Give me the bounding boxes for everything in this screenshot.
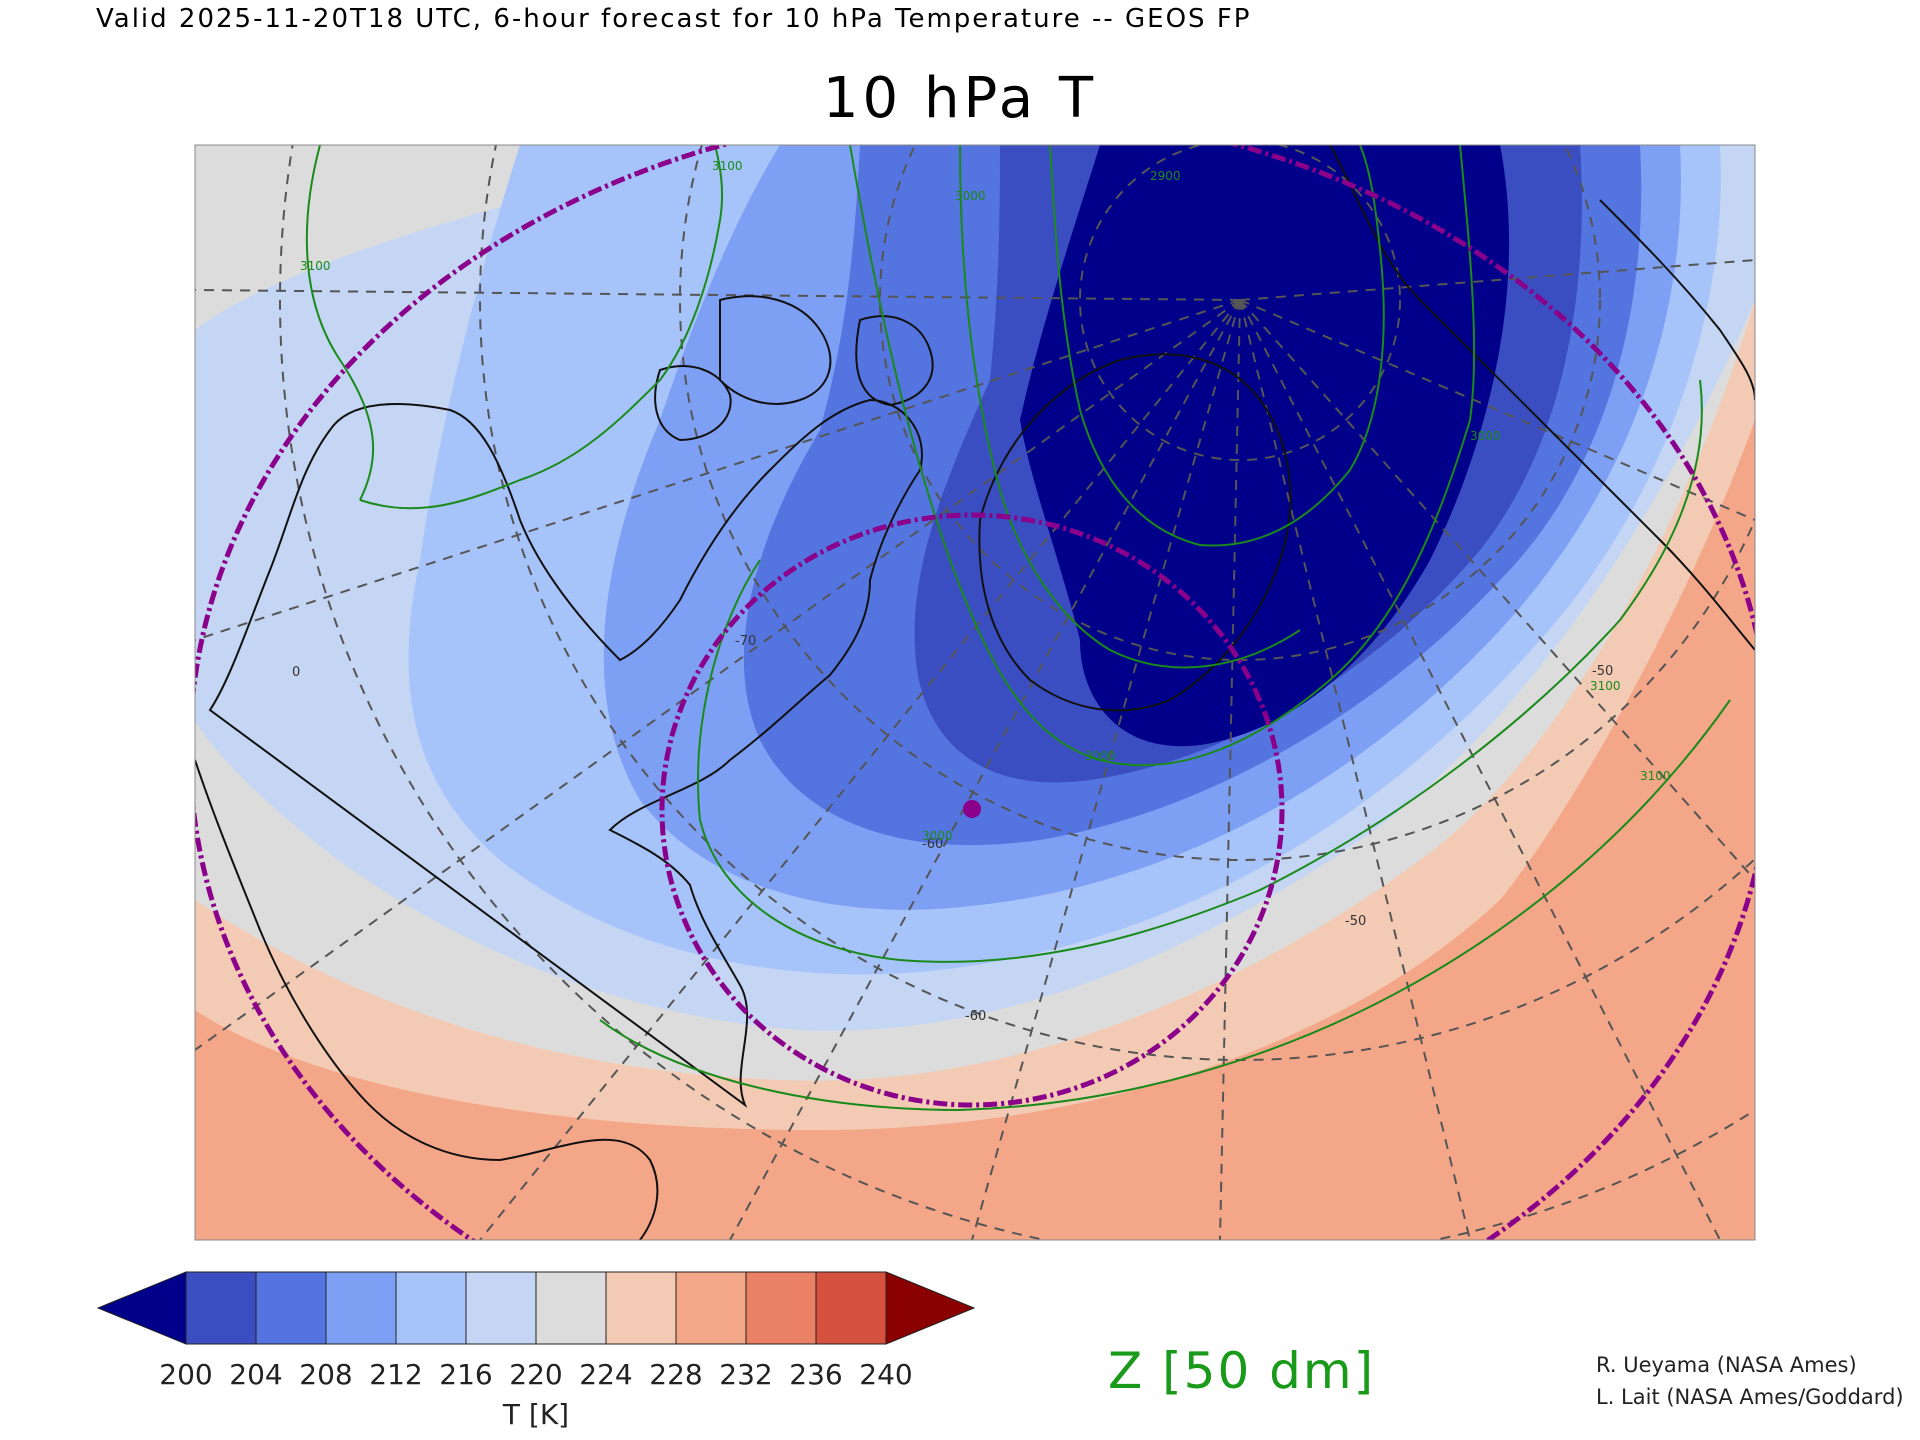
baffin-islands [654, 295, 934, 442]
colorbar [96, 1271, 976, 1345]
colorbar-tick-label: 220 [509, 1358, 563, 1391]
latitude-circle [279, 145, 1755, 1240]
colorbar-tick-label: 212 [369, 1358, 423, 1391]
vortex-center-marker [963, 800, 981, 818]
contour-label: 3100 [1640, 769, 1671, 783]
colorbar-tick-label: 200 [159, 1358, 213, 1391]
meridian-line [729, 299, 1241, 1240]
colorbar-bin [255, 1271, 327, 1345]
meridian-line [1239, 259, 1755, 301]
colorbar-tick-label: 216 [439, 1358, 493, 1391]
colorbar-bin [815, 1271, 887, 1345]
contour-label: 3100 [1590, 679, 1621, 693]
colorbar-tick-label: 236 [789, 1358, 843, 1391]
eurasia-coastline [1329, 145, 1755, 651]
meridian-label: 0 [292, 665, 300, 680]
colorbar-bin [745, 1271, 817, 1345]
meridian-line [195, 299, 1241, 1051]
meridian-label: -50 [1592, 664, 1613, 679]
header-text: Valid 2025-11-20T18 UTC, 6-hour forecast… [96, 4, 1252, 34]
colorbar-over-triangle [885, 1271, 976, 1345]
colorbar-tick-label: 208 [299, 1358, 353, 1391]
vortex-edge-inner [659, 512, 1285, 1108]
map-frame [194, 144, 1756, 1241]
contour-legend-label: Z [50 dm] [1108, 1342, 1376, 1400]
colorbar-bin [325, 1271, 397, 1345]
meridian-line [1219, 299, 1241, 1240]
height-contours [305, 145, 1731, 1112]
contour-label: 3100 [712, 159, 743, 173]
meridian-line [195, 299, 1241, 641]
colorbar-unit-label: T [K] [502, 1398, 570, 1431]
plot-title: 10 hPa T [822, 66, 1098, 131]
vortex-edges [195, 145, 1755, 1240]
contour-label: 2900 [1150, 169, 1181, 183]
colorbar-under-triangle [96, 1271, 187, 1345]
meridian-line [1239, 299, 1721, 1240]
contour-label: 3000 [922, 829, 953, 843]
meridian-grid [195, 259, 1755, 1240]
latitude-circle [1079, 145, 1401, 461]
height-contour [599, 699, 1731, 1112]
height-contour [849, 145, 1476, 767]
colorbar-tick-label: 224 [579, 1358, 633, 1391]
meridian-line [1239, 299, 1755, 521]
colorbar-tick-label: 228 [649, 1358, 703, 1391]
colorbar-bin [465, 1271, 537, 1345]
colorbar-tick-label: 204 [229, 1358, 283, 1391]
temp-band-under-200 [1020, 145, 1510, 747]
contour-label: 3000 [1470, 429, 1501, 443]
height-contour [959, 145, 1301, 669]
colorbar-bins [185, 1271, 887, 1345]
meridian-line [479, 299, 1241, 1240]
coastlines [195, 145, 1755, 1240]
colorbar-bin [675, 1271, 747, 1345]
credit-line-2: L. Lait (NASA Ames/Goddard) [1596, 1385, 1904, 1409]
colorbar-bin [185, 1271, 257, 1345]
colorbar-tick-label: 232 [719, 1358, 773, 1391]
contour-labels: 3100 3100 3000 2900 3000 3000 3100 3100 … [300, 159, 1671, 843]
colorbar-tick-label: 240 [859, 1358, 913, 1391]
north-america-coastline [195, 398, 923, 1240]
colorbar-bin [605, 1271, 677, 1345]
greenland-coastline [978, 353, 1292, 712]
contour-label: 3000 [1085, 749, 1116, 763]
height-contour [305, 145, 724, 510]
meridian-labels: 0 -50 -60 -50 -70 -60 [292, 634, 1613, 1024]
meridian-label: -60 [922, 837, 943, 852]
height-contour [697, 379, 1703, 963]
meridian-line [195, 289, 1241, 301]
colorbar-bin [395, 1271, 467, 1345]
credit-line-1: R. Ueyama (NASA Ames) [1596, 1353, 1857, 1377]
contour-label: 3000 [955, 189, 986, 203]
meridian-label: -50 [1345, 914, 1366, 929]
colorbar-bin [535, 1271, 607, 1345]
height-contour [1049, 145, 1385, 547]
meridian-line [1239, 299, 1755, 881]
meridian-label: -70 [735, 634, 756, 649]
contour-label: 3100 [300, 259, 331, 273]
meridian-line [971, 299, 1241, 1240]
map-panel: 0 -50 -60 -50 -70 -60 3100 3100 3000 290… [195, 145, 1755, 1240]
latitude-circle [879, 145, 1601, 661]
meridian-label: -60 [965, 1009, 986, 1024]
